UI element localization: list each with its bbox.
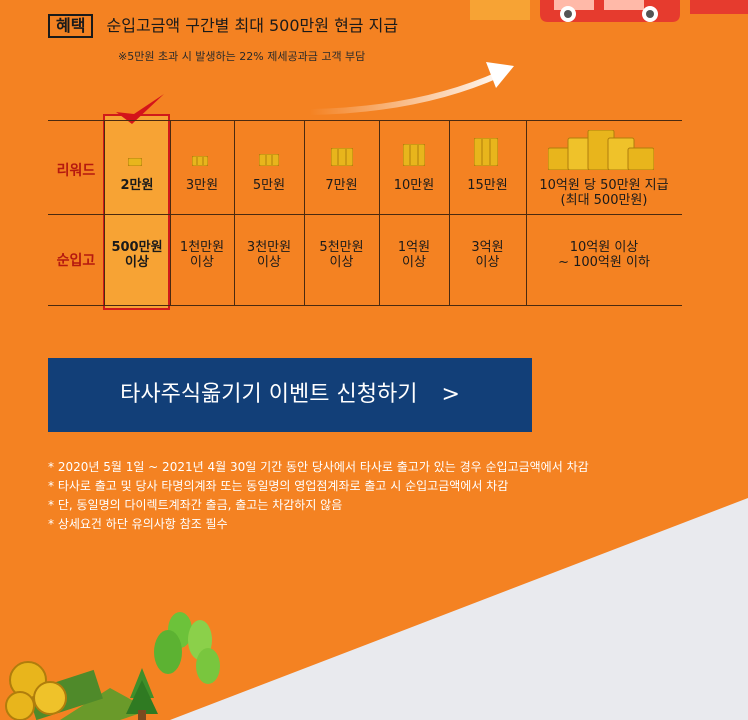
reward-value: 5만원 <box>252 178 286 193</box>
column-divider <box>304 120 305 306</box>
deposit-line1: 10억원 이상 <box>569 240 639 255</box>
notice-item: * 2020년 5월 1일 ~ 2021년 4월 30일 기간 동안 당사에서 … <box>48 460 589 474</box>
benefit-header: 혜택 순입고금액 구간별 최대 500만원 현금 지급 <box>48 14 398 38</box>
gold-coin-stack-icon <box>474 138 498 166</box>
row-label-reward: 리워드 <box>56 163 96 179</box>
reward-value: 10만원 <box>393 178 435 193</box>
notice-item: * 타사로 출고 및 당사 타명의계좌 또는 동일명의 영업점계좌로 출고 시 … <box>48 479 509 493</box>
reward-table: 리워드 순입고 2만원 3만원 5만원 7만원 10만원 15만원 10억원 당… <box>48 94 682 310</box>
selected-column-highlight <box>103 114 170 310</box>
deposit-line2: 이상 <box>257 255 281 270</box>
chevron-right-icon: > <box>441 382 460 407</box>
gold-coin-stack-icon <box>403 144 425 166</box>
column-divider <box>379 120 380 306</box>
reward-value: 15만원 <box>467 178 508 193</box>
deposit-line1: 1억원 <box>397 240 431 255</box>
benefit-title: 순입고금액 구간별 최대 500만원 현금 지급 <box>106 16 399 35</box>
deposit-threshold: 3억원 이상 <box>449 240 526 270</box>
reward-value-line2: (최대 500만원) <box>560 193 648 208</box>
column-divider <box>234 120 235 306</box>
deposit-threshold: 10억원 이상 ~ 100억원 이하 <box>526 240 682 270</box>
column-divider <box>449 120 450 306</box>
reward-value: 10억원 당 50만원 지급 (최대 500만원) <box>526 178 682 208</box>
reward-value-line1: 10억원 당 50만원 지급 <box>539 178 669 193</box>
row-label-deposit: 순입고 <box>56 253 96 269</box>
gold-coin-stack-icon <box>192 156 208 166</box>
deposit-threshold: 1천만원 이상 <box>170 240 234 270</box>
tax-note: ※5만원 초과 시 발생하는 22% 제세공과금 고객 부담 <box>118 50 366 63</box>
gold-coin-stack-icon <box>128 158 142 166</box>
deposit-threshold: 500만원 이상 <box>104 240 170 270</box>
deposit-line2: 이상 <box>190 255 214 270</box>
table-top-border <box>48 120 682 121</box>
deposit-line2: 이상 <box>475 255 500 270</box>
notice-item: * 단, 동일명의 다이렉트계좌간 출금, 출고는 차감하지 않음 <box>48 498 343 512</box>
curved-arrow-icon <box>309 62 514 115</box>
reward-value: 2만원 <box>120 178 154 193</box>
notice-item: * 상세요건 하단 유의사항 참조 필수 <box>48 517 228 531</box>
gold-coin-stack-icon <box>259 154 279 166</box>
column-divider <box>526 120 527 306</box>
deposit-line1: 5천만원 <box>319 240 364 255</box>
column-divider <box>104 120 105 306</box>
deposit-threshold: 5천만원 이상 <box>304 240 379 270</box>
deposit-line1: 1천만원 <box>179 240 225 255</box>
column-divider <box>170 120 171 306</box>
deposit-threshold: 3천만원 이상 <box>234 240 304 270</box>
apply-event-button[interactable]: 타사주식옮기기 이벤트 신청하기 > <box>48 358 532 432</box>
checkmark-icon <box>116 94 164 124</box>
deposit-line1: 3천만원 <box>246 240 292 255</box>
deposit-line2: ~ 100억원 이하 <box>558 255 650 270</box>
table-bottom-border <box>48 305 682 306</box>
deposit-line1: 500만원 <box>111 240 163 255</box>
deposit-line2: 이상 <box>402 255 426 270</box>
deposit-line1: 3억원 <box>471 240 504 255</box>
notice-list: * 2020년 5월 1일 ~ 2021년 4월 30일 기간 동안 당사에서 … <box>48 458 589 534</box>
deposit-threshold: 1억원 이상 <box>379 240 449 270</box>
deposit-line2: 이상 <box>329 255 354 270</box>
table-mid-border <box>48 214 682 215</box>
benefit-tag: 혜택 <box>48 14 94 38</box>
truck-illustration <box>470 0 748 22</box>
deposit-line2: 이상 <box>125 255 149 270</box>
gold-coin-stack-icon <box>331 148 353 166</box>
reward-value: 3만원 <box>185 178 219 193</box>
trees-money-illustration <box>5 612 220 720</box>
apply-event-label: 타사주식옮기기 이벤트 신청하기 <box>120 382 418 407</box>
gold-coin-stack-icon <box>548 130 654 170</box>
reward-value: 7만원 <box>325 178 358 193</box>
